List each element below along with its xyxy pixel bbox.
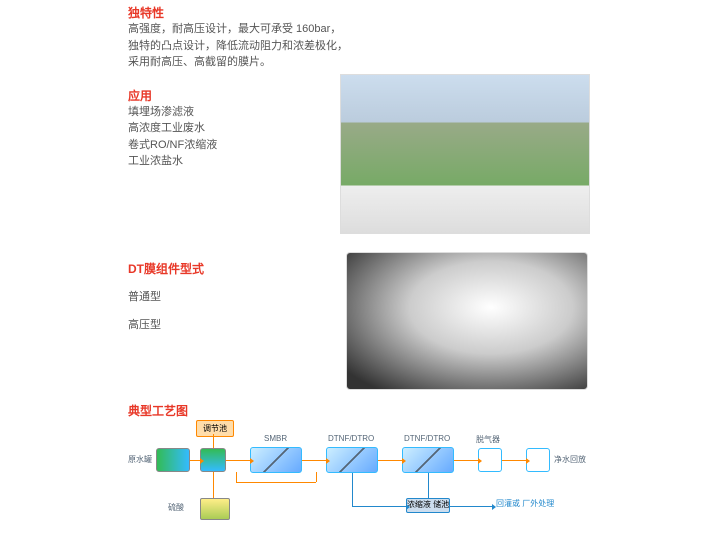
label-huiguan: 回灌或 厂外处理 [496, 500, 554, 509]
section-process-diagram: 典型工艺图 [128, 402, 704, 419]
flow-line [226, 460, 250, 461]
flow-line [316, 472, 317, 482]
flow-line [236, 472, 237, 482]
process-diagram-title: 典型工艺图 [128, 402, 704, 419]
factory-photo [340, 74, 590, 234]
flow-line-blue [352, 506, 406, 507]
node-liusuan-tank [200, 498, 230, 520]
node-dtnf1 [326, 447, 378, 473]
flow-line [213, 472, 214, 498]
section-uniqueness: 独特性 高强度，耐高压设计，最大可承受 160bar， 独特的凸点设计，降低流动… [128, 4, 704, 71]
flow-line [302, 460, 326, 461]
flow-line-blue [352, 473, 353, 506]
uniqueness-line-2: 独特的凸点设计，降低流动阻力和浓差极化， [128, 38, 704, 55]
node-nongsuo: 浓缩液 储池 [406, 498, 450, 513]
flow-line [213, 434, 214, 448]
flow-line-blue [450, 506, 492, 507]
process-flow-diagram: 调节池 原水罐 SMBR DTNF/DTRO DTNF/DTRO 脱气器 净水回… [128, 420, 598, 550]
flow-line [454, 460, 478, 461]
node-yuanshui-tank [156, 448, 190, 472]
flow-line-blue [428, 473, 429, 498]
label-tuoqi: 脱气器 [476, 434, 500, 445]
node-dtnf2 [402, 447, 454, 473]
label-dtnf2: DTNF/DTRO [404, 434, 450, 443]
uniqueness-line-3: 采用耐高压、高截留的膜片。 [128, 54, 704, 71]
flow-line [190, 460, 200, 461]
node-smbr [250, 447, 302, 473]
uniqueness-line-1: 高强度，耐高压设计，最大可承受 160bar， [128, 21, 704, 38]
membrane-module-photo [346, 252, 588, 390]
label-jingshui: 净水回放 [554, 454, 586, 465]
flow-line [502, 460, 526, 461]
flow-line [378, 460, 402, 461]
label-dtnf1: DTNF/DTRO [328, 434, 374, 443]
flow-line [236, 482, 316, 483]
label-smbr: SMBR [264, 434, 287, 443]
label-yuanshui: 原水罐 [128, 454, 152, 465]
label-liusuan: 硫酸 [168, 502, 184, 513]
uniqueness-title: 独特性 [128, 4, 704, 21]
node-tiaojie: 调节池 [196, 420, 234, 437]
